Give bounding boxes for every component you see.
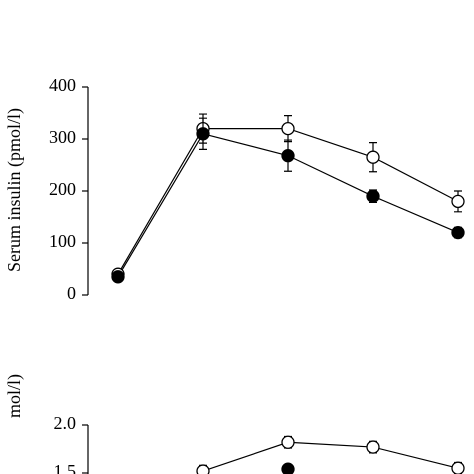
y-tick-label: 400 [49,75,76,95]
y-tick-label: 300 [49,127,76,147]
data-point [196,464,210,474]
y-tick-label: 0 [67,283,76,303]
series-line [202,441,459,472]
y-tick-label: 2.0 [54,413,77,433]
y-tick-label: 1.5 [54,461,77,474]
data-point [281,462,295,474]
data-point [281,435,295,449]
y-tick-label: 100 [49,231,76,251]
data-point [366,440,380,454]
data-point [111,270,125,284]
data-point [281,121,295,136]
data-point [451,194,465,209]
y-axis-label: mol/l) [4,374,25,418]
data-point [451,461,465,474]
data-point [366,150,380,164]
data-point [366,189,380,203]
y-tick-label: 200 [49,179,76,199]
data-point [281,148,295,163]
data-point [196,127,210,141]
y-axis-label: Serum insulin (pmol/l) [4,108,25,272]
data-point [451,225,465,240]
